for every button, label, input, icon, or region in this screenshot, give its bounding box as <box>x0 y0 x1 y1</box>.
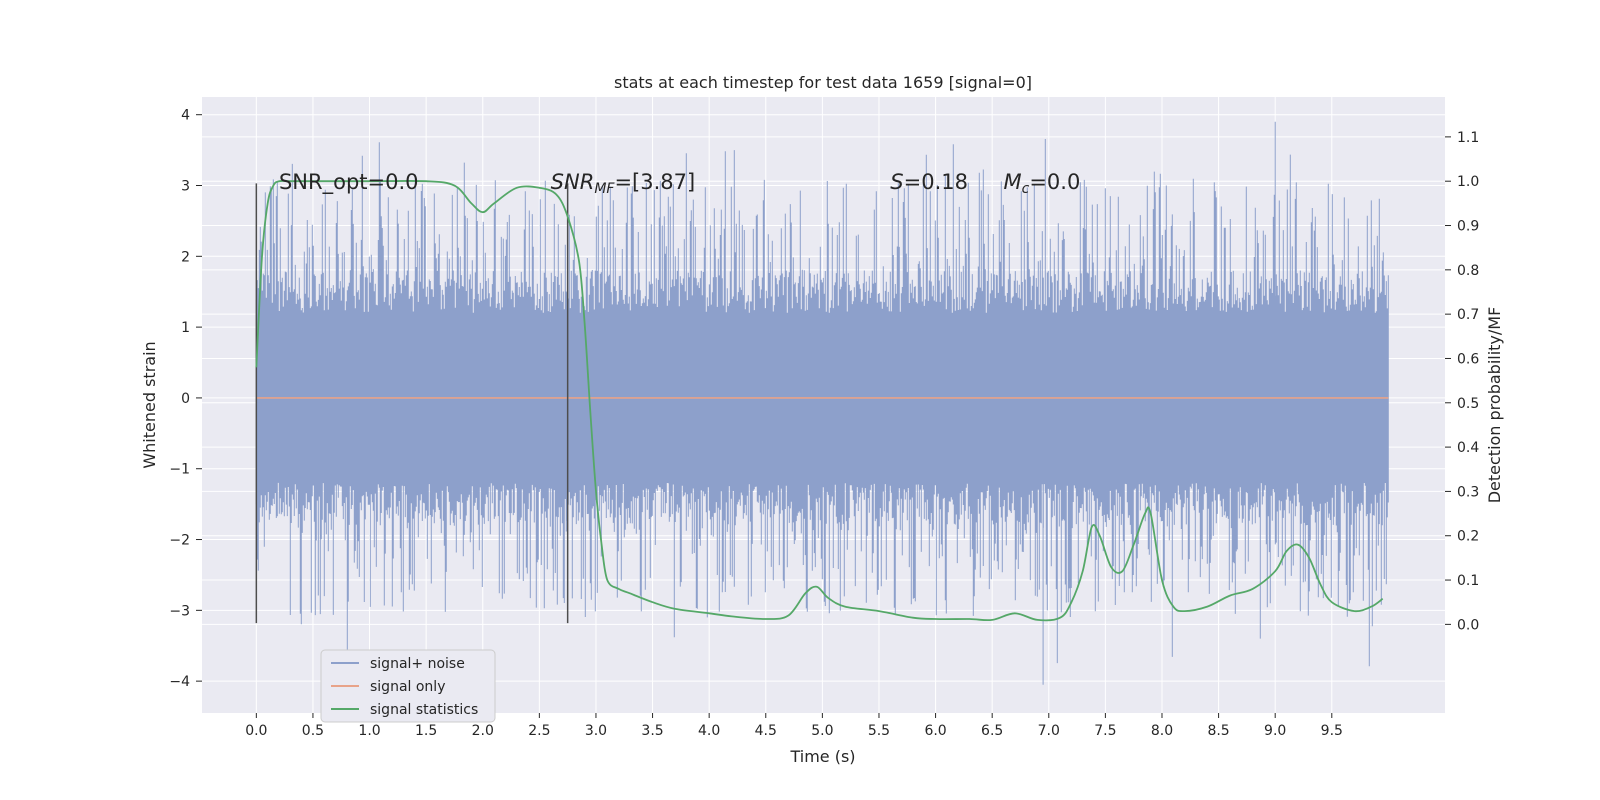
annotation: Mc=0.0 <box>1003 170 1080 197</box>
x-tick-label: 4.5 <box>755 723 777 739</box>
y2-tick-label: 1.0 <box>1457 174 1479 190</box>
y2-tick-label: 1.1 <box>1457 130 1479 146</box>
annotation: SNRMF=[3.87] <box>551 170 696 197</box>
x-tick-label: 8.0 <box>1151 723 1173 739</box>
x-tick-label: 3.5 <box>641 723 663 739</box>
chart-title: stats at each timestep for test data 165… <box>614 73 1032 92</box>
y2-tick-label: 0.0 <box>1457 617 1479 633</box>
annotations: SNR_opt=0.0 SNRMF=[3.87] S=0.18 Mc=0.0 <box>279 170 1080 197</box>
y-tick-label: 0 <box>181 391 190 407</box>
x-tick-label: 8.5 <box>1207 723 1229 739</box>
x-tick-label: 7.5 <box>1094 723 1116 739</box>
x-tick-label: 9.0 <box>1264 723 1286 739</box>
legend-label-signal-only: signal only <box>370 679 445 695</box>
x-tick-label: 5.0 <box>811 723 833 739</box>
y-tick-label: 4 <box>181 108 190 124</box>
y2-tick-label: 0.8 <box>1457 263 1479 279</box>
y-tick-label: 3 <box>181 179 190 195</box>
y2-tick-label: 0.1 <box>1457 573 1479 589</box>
x-tick-label: 6.0 <box>924 723 946 739</box>
legend-label-statistics: signal statistics <box>370 702 478 718</box>
y-tick-label: −2 <box>169 533 190 549</box>
series-signal-statistics <box>255 179 1384 622</box>
x-tick-label: 3.0 <box>585 723 607 739</box>
y-tick-label: −1 <box>169 462 190 478</box>
x-tick-label: 4.0 <box>698 723 720 739</box>
y2-tick-label: 0.7 <box>1457 307 1479 323</box>
legend: signal+ noise signal only signal statist… <box>320 649 496 723</box>
y-tick-label: −3 <box>169 603 190 619</box>
x-tick-label: 9.5 <box>1321 723 1343 739</box>
vertical-markers <box>255 183 569 624</box>
x-axis-ticks: 0.0 0.5 1.0 1.5 2.0 2.5 3.0 3.5 4.0 4.5 5.0 5.5 6.0 6… <box>245 713 1343 739</box>
x-tick-label: 6.5 <box>981 723 1003 739</box>
x-tick-label: 1.0 <box>358 723 380 739</box>
annotation: SNR_opt=0.0 <box>279 170 419 195</box>
y-tick-label: 2 <box>181 249 190 265</box>
y-tick-label: 1 <box>181 320 190 336</box>
x-tick-label: 0.0 <box>245 723 267 739</box>
x-tick-label: 2.5 <box>528 723 550 739</box>
y2-tick-label: 0.4 <box>1457 440 1479 456</box>
y-tick-label: −4 <box>169 674 190 690</box>
y2-tick-label: 0.2 <box>1457 529 1479 545</box>
y-axis-ticks: 4 3 2 1 0 −1 −2 −3 −4 <box>169 108 202 690</box>
x-tick-label: 1.5 <box>415 723 437 739</box>
annotation: S=0.18 <box>890 170 968 194</box>
x-axis-title: Time (s) <box>789 747 855 766</box>
x-tick-label: 7.0 <box>1038 723 1060 739</box>
y2-tick-label: 0.5 <box>1457 396 1479 412</box>
legend-label-noise: signal+ noise <box>370 656 465 672</box>
y2-axis-title: Detection probability/MF <box>1485 307 1504 504</box>
y2-tick-label: 0.6 <box>1457 351 1479 367</box>
y2-tick-label: 0.9 <box>1457 219 1479 235</box>
y2-axis-ticks: 1.1 1.0 0.9 0.8 0.7 0.6 0.5 0.4 0.3 0.2 0.1 0.0 <box>1445 130 1479 633</box>
x-tick-label: 0.5 <box>302 723 324 739</box>
y2-tick-label: 0.3 <box>1457 484 1479 500</box>
x-tick-label: 5.5 <box>868 723 890 739</box>
y-axis-title: Whitened strain <box>140 341 159 468</box>
legend-box <box>320 649 496 723</box>
x-tick-label: 2.0 <box>472 723 494 739</box>
